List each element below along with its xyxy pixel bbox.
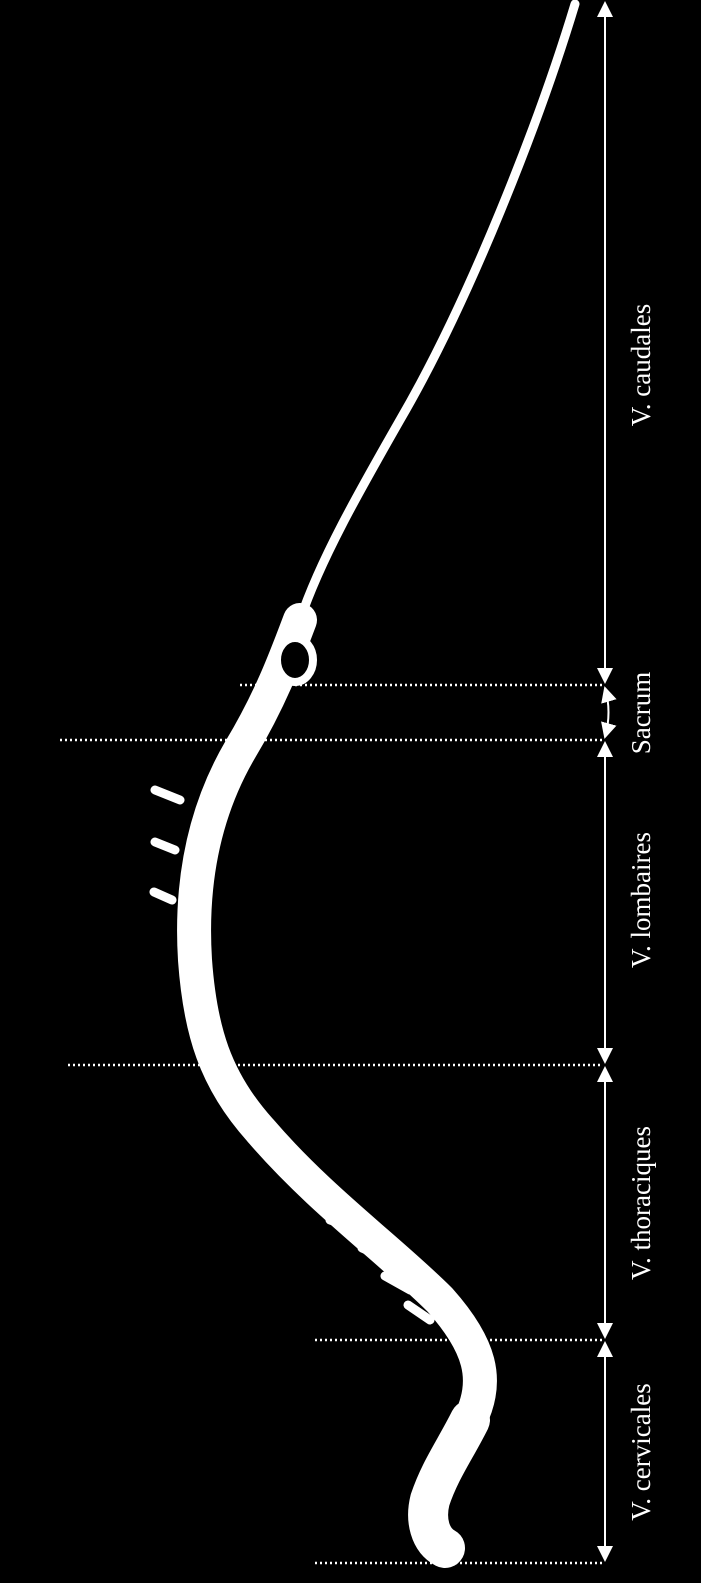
figure: V. caudales Sacrum V. lombaires V. thora…: [0, 0, 701, 1583]
region-label: V. cervicales: [626, 1383, 656, 1520]
page: {"labels": {"caudal": "V. caudales", "sa…: [0, 0, 701, 1583]
region-label: V. caudales: [626, 304, 656, 426]
background: [0, 0, 701, 1583]
region-label: V. lombaires: [626, 832, 656, 968]
region-label: Sacrum: [626, 672, 656, 754]
region-label: V. thoraciques: [626, 1126, 656, 1280]
